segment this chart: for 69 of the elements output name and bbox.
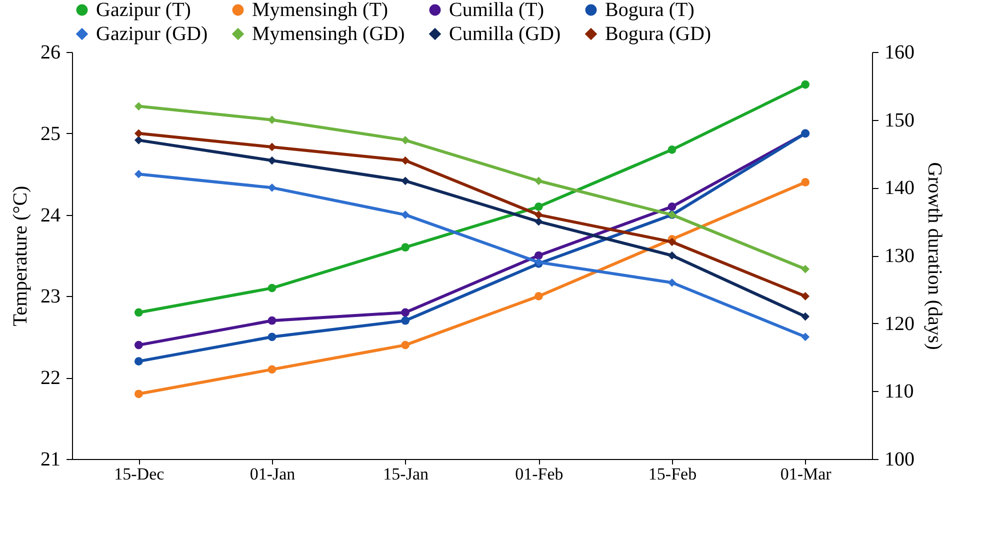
point [401, 308, 410, 317]
point [668, 146, 676, 154]
point [134, 340, 143, 350]
point [134, 102, 143, 110]
point [801, 312, 810, 321]
point [668, 251, 676, 260]
point [401, 316, 410, 325]
y-tick-label: 22 [40, 367, 60, 390]
y2-tick-label: 150 [884, 109, 914, 132]
y-axis-title: Temperature (°C) [10, 186, 32, 326]
point [134, 357, 143, 366]
x-tick-label: 01-Feb [515, 464, 564, 484]
point [534, 292, 543, 300]
x-tick-label: 15-Dec [114, 464, 165, 484]
legend-label: Gazipur (GD) [96, 23, 208, 45]
point [668, 202, 676, 211]
point [668, 238, 676, 246]
point [401, 243, 410, 252]
x-tick-label: 01-Mar [780, 464, 832, 484]
legend-label: Bogura (GD) [605, 23, 712, 45]
point [401, 210, 410, 219]
point [534, 217, 543, 226]
y2-tick-label: 110 [884, 380, 914, 403]
y2-tick-label: 100 [884, 448, 914, 470]
x-tick-label: 01-Jan [250, 464, 296, 484]
y2-tick-label: 140 [884, 177, 914, 200]
point [134, 136, 143, 144]
point [401, 340, 410, 350]
point [801, 178, 810, 186]
y2-tick-label: 130 [884, 245, 914, 267]
point [534, 210, 543, 219]
point [134, 308, 143, 317]
y-tick-label: 26 [40, 42, 60, 64]
legend-label: Cumilla (GD) [449, 23, 561, 45]
legend-label: Bogura (T) [605, 0, 694, 21]
point [134, 129, 143, 138]
point [401, 156, 410, 165]
y-tick-label: 24 [40, 204, 60, 226]
point [801, 292, 810, 300]
point [268, 316, 276, 325]
point [668, 278, 676, 287]
point [534, 202, 543, 211]
point [268, 156, 276, 165]
point [801, 264, 810, 274]
point [268, 284, 276, 292]
y-tick-label: 21 [40, 448, 60, 470]
y2-tick-label: 120 [884, 312, 914, 335]
point [268, 332, 276, 342]
point [534, 251, 543, 260]
point [268, 142, 276, 152]
point [268, 183, 276, 192]
point [534, 176, 543, 186]
x-tick-label: 15-Feb [648, 464, 697, 484]
point [801, 332, 810, 342]
point [134, 170, 143, 178]
point [268, 365, 276, 374]
x-tick-label: 15-Jan [383, 464, 429, 484]
point [401, 176, 410, 186]
y2-axis-title: Growth duration (days) [924, 162, 946, 350]
y-tick-label: 23 [40, 286, 60, 308]
point [401, 136, 410, 144]
y-tick-label: 25 [40, 122, 60, 145]
legend-label: Mymensingh (T) [252, 0, 388, 21]
legend-label: Mymensingh (GD) [252, 23, 405, 45]
legend-label: Gazipur (T) [96, 0, 191, 21]
legend-label: Cumilla (T) [449, 0, 544, 21]
y2-tick-label: 160 [884, 42, 914, 64]
point [801, 80, 810, 89]
point [134, 390, 143, 398]
